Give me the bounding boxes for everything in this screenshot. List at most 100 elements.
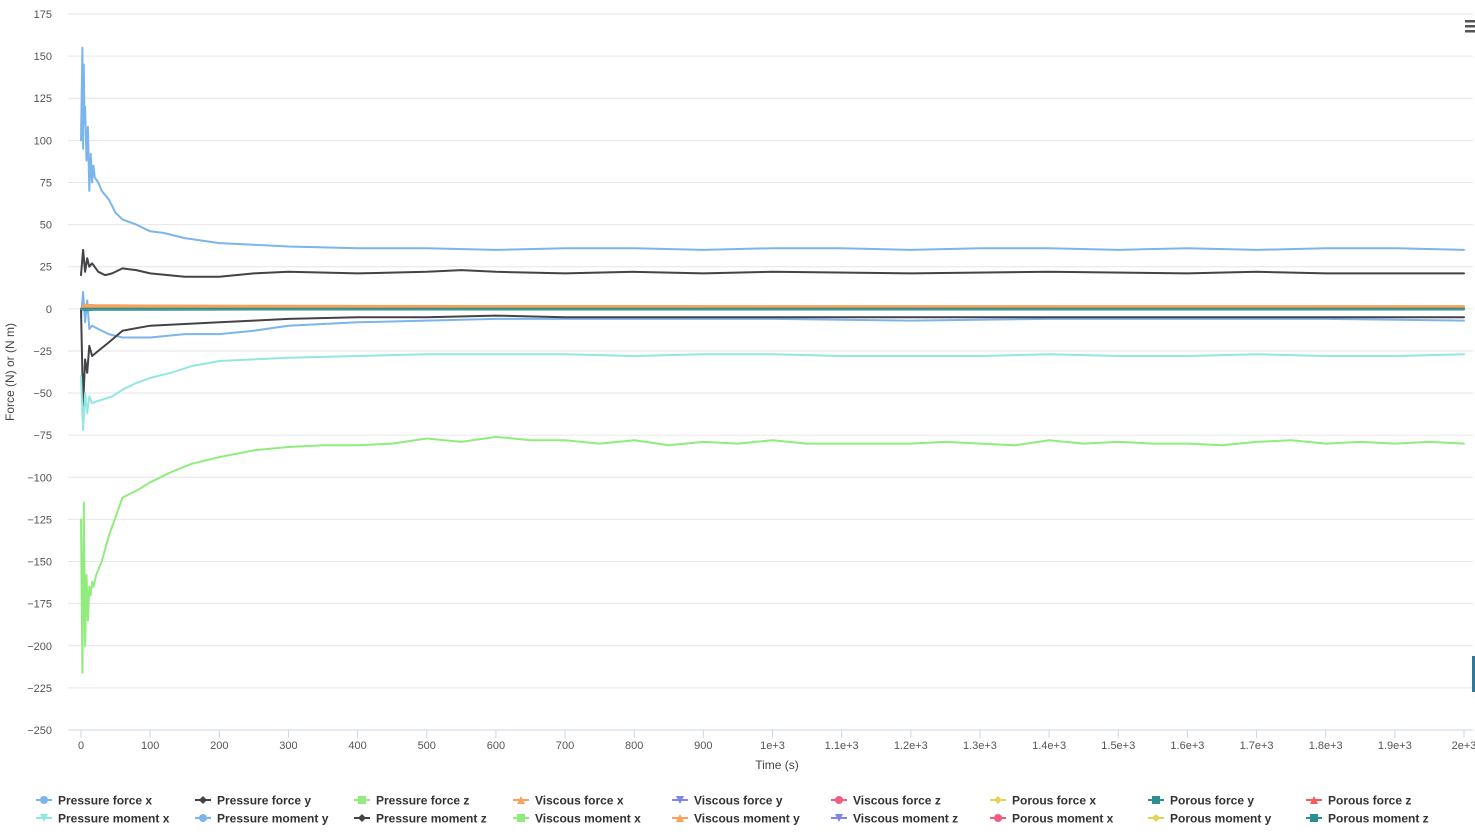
x-tick-label: 1.5e+3: [1101, 740, 1135, 752]
y-tick-label: 125: [34, 93, 52, 105]
legend-item[interactable]: Pressure moment z: [354, 812, 487, 826]
legend: Pressure force x Pressure force y Pressure…: [36, 794, 1429, 826]
y-tick-label: −225: [27, 683, 52, 695]
x-tick-label: 700: [556, 740, 574, 752]
legend-marker: [676, 814, 684, 822]
x-tick-label: 200: [210, 740, 228, 752]
legend-marker: [40, 814, 48, 822]
legend-item[interactable]: Pressure force x: [36, 794, 152, 808]
legend-label: Pressure moment x: [58, 812, 170, 826]
y-tick-label: −25: [33, 346, 52, 358]
x-tick-label: 1.6e+3: [1170, 740, 1204, 752]
legend-marker: [517, 814, 525, 822]
legend-label: Viscous force y: [694, 794, 783, 808]
legend-label: Viscous force x: [535, 794, 624, 808]
legend-label: Porous moment z: [1328, 812, 1429, 826]
legend-item[interactable]: Porous force y: [1148, 794, 1254, 808]
legend-marker: [358, 814, 366, 822]
legend-item[interactable]: Viscous moment x: [513, 812, 641, 826]
series-line-pressure-moment-y: [80, 46, 1465, 251]
legend-item[interactable]: Viscous moment y: [672, 812, 800, 826]
legend-marker: [994, 796, 1002, 804]
y-tick-label: −200: [27, 641, 52, 653]
y-tick-label: 100: [34, 135, 52, 147]
y-tick-label: 75: [40, 177, 52, 189]
x-tick-label: 100: [141, 740, 159, 752]
legend-item[interactable]: Porous force z: [1306, 794, 1411, 808]
legend-label: Porous moment y: [1170, 812, 1272, 826]
scrollbar-marker[interactable]: [1472, 656, 1475, 692]
legend-label: Viscous moment z: [853, 812, 958, 826]
x-tick-label: 400: [348, 740, 366, 752]
legend-marker: [199, 814, 207, 822]
series-line-pressure-moment-x: [80, 353, 1465, 432]
x-axis-title: Time (s): [755, 758, 799, 772]
x-tick-label: 500: [418, 740, 436, 752]
y-tick-label: −100: [27, 472, 52, 484]
legend-label: Pressure force y: [217, 794, 311, 808]
x-tick-label: 300: [279, 740, 297, 752]
legend-marker: [40, 796, 48, 804]
legend-item[interactable]: Pressure moment y: [195, 812, 329, 826]
x-tick-label: 1e+3: [760, 740, 785, 752]
legend-marker: [1310, 796, 1318, 804]
x-tick-label: 1.3e+3: [963, 740, 997, 752]
y-tick-label: 150: [34, 51, 52, 63]
legend-label: Viscous moment y: [694, 812, 800, 826]
legend-item[interactable]: Porous force x: [990, 794, 1096, 808]
plot-area: [80, 46, 1465, 674]
x-tick-label: 600: [487, 740, 505, 752]
legend-marker: [1152, 796, 1160, 804]
legend-item[interactable]: Viscous moment z: [831, 812, 958, 826]
legend-item[interactable]: Pressure moment x: [36, 812, 170, 826]
legend-item[interactable]: Porous moment x: [990, 812, 1114, 826]
y-tick-label: −75: [33, 430, 52, 442]
series-line-pressure-force-z: [80, 435, 1465, 674]
y-tick-label: 25: [40, 262, 52, 274]
legend-item[interactable]: Pressure force z: [354, 794, 469, 808]
y-tick-label: −50: [33, 388, 52, 400]
legend-marker: [517, 796, 525, 804]
legend-item[interactable]: Porous moment z: [1306, 812, 1429, 826]
y-tick-label: −250: [27, 725, 52, 737]
legend-marker: [1310, 814, 1318, 822]
y-tick-label: 175: [34, 9, 52, 21]
series-line-pressure-force-x: [80, 291, 1465, 339]
legend-marker: [994, 814, 1002, 822]
y-tick-label: −150: [27, 557, 52, 569]
legend-label: Pressure force z: [376, 794, 469, 808]
legend-marker: [835, 814, 843, 822]
y-tick-label: 0: [46, 304, 52, 316]
x-tick-label: 800: [625, 740, 643, 752]
x-tick-label: 2e+3: [1452, 740, 1475, 752]
legend-label: Pressure moment y: [217, 812, 329, 826]
y-tick-label: 50: [40, 220, 52, 232]
y-tick-label: −125: [27, 514, 52, 526]
legend-label: Viscous moment x: [535, 812, 641, 826]
y-tick-label: −175: [27, 599, 52, 611]
chart-menu-icon[interactable]: [1465, 20, 1475, 33]
legend-item[interactable]: Viscous force x: [513, 794, 624, 808]
gridlines: [68, 13, 1473, 731]
legend-marker: [676, 796, 684, 804]
x-tick-label: 1.2e+3: [894, 740, 928, 752]
legend-label: Porous force y: [1170, 794, 1254, 808]
x-tick-label: 900: [694, 740, 712, 752]
legend-item[interactable]: Porous moment y: [1148, 812, 1272, 826]
legend-label: Porous force x: [1012, 794, 1096, 808]
legend-label: Porous force z: [1328, 794, 1411, 808]
y-axis-title: Force (N) or (N m): [3, 323, 17, 421]
legend-marker: [835, 796, 843, 804]
x-tick-label: 1.8e+3: [1309, 740, 1343, 752]
legend-item[interactable]: Viscous force y: [672, 794, 783, 808]
legend-item[interactable]: Pressure force y: [195, 794, 311, 808]
x-tick-label: 0: [78, 740, 84, 752]
x-tick-label: 1.1e+3: [825, 740, 859, 752]
x-tick-label: 1.7e+3: [1240, 740, 1274, 752]
x-tick-label: 1.9e+3: [1378, 740, 1412, 752]
y-axis-ticks: 175 150 125 100 75 50 25 0 −25 −50 −75 −100 −125 −150…: [27, 9, 52, 737]
legend-marker: [358, 796, 366, 804]
legend-item[interactable]: Viscous force z: [831, 794, 941, 808]
x-tick-label: 1.4e+3: [1032, 740, 1066, 752]
